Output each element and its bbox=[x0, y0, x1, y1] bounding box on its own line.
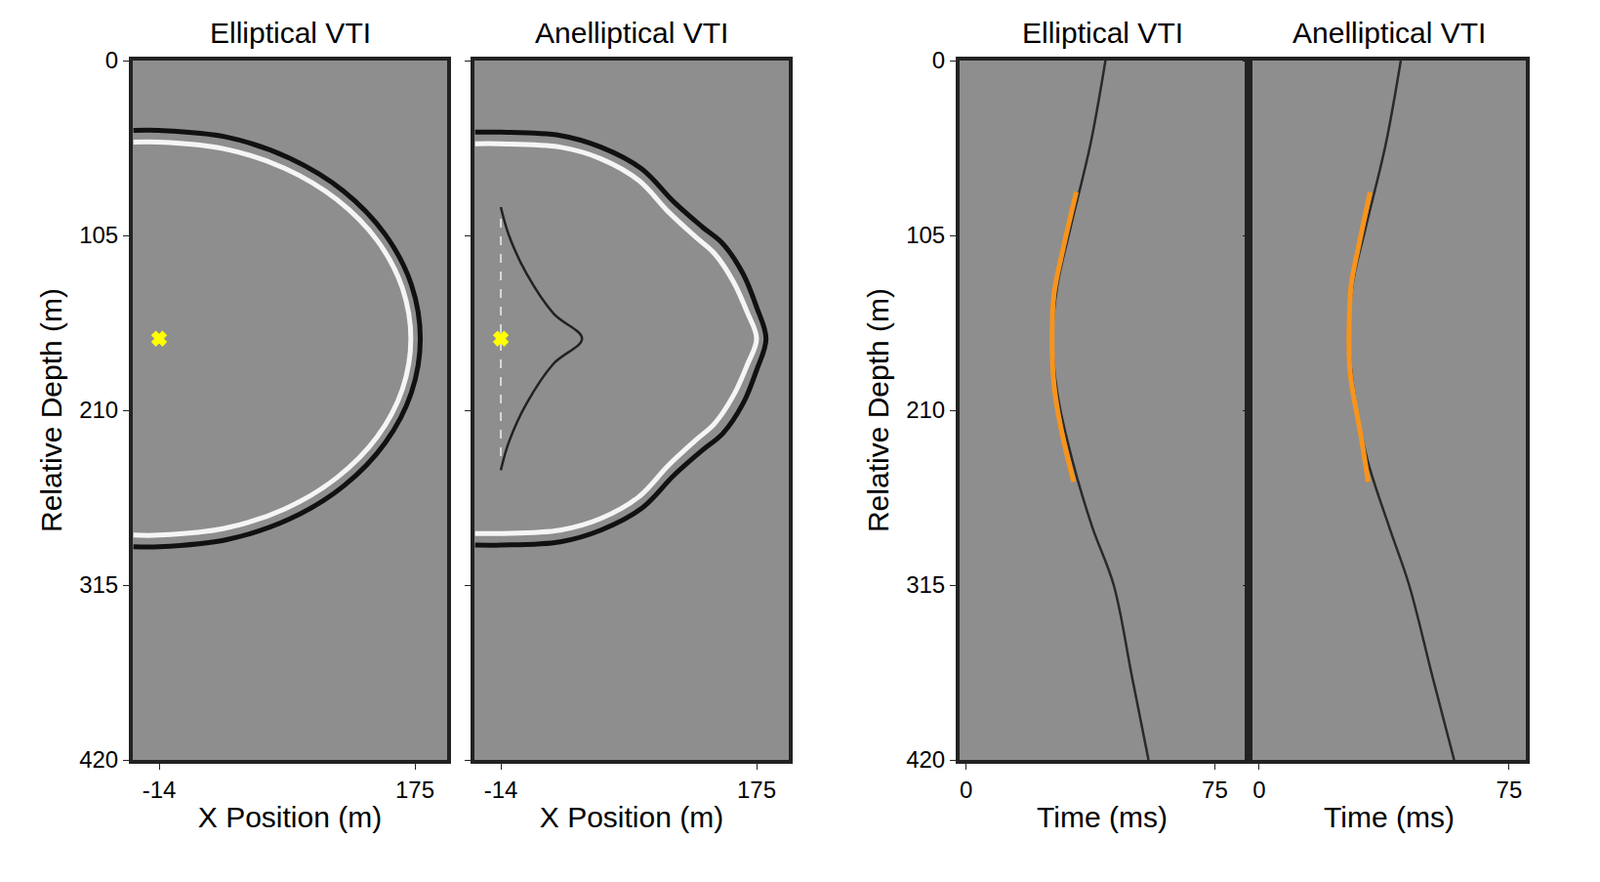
svg-text:105: 105 bbox=[79, 221, 119, 248]
svg-text:75: 75 bbox=[1201, 776, 1229, 803]
svg-text:315: 315 bbox=[79, 571, 119, 598]
svg-text:75: 75 bbox=[1496, 776, 1523, 803]
svg-text:Elliptical VTI: Elliptical VTI bbox=[1022, 16, 1184, 49]
svg-text:175: 175 bbox=[737, 776, 777, 803]
svg-text:0: 0 bbox=[105, 46, 119, 74]
svg-text:105: 105 bbox=[905, 221, 945, 248]
svg-text:Relative Depth (m): Relative Depth (m) bbox=[861, 287, 895, 533]
svg-text:0: 0 bbox=[959, 776, 973, 803]
svg-text:X Position (m): X Position (m) bbox=[198, 800, 382, 833]
svg-text:Anelliptical VTI: Anelliptical VTI bbox=[534, 16, 729, 49]
svg-text:420: 420 bbox=[79, 745, 119, 773]
svg-text:Relative Depth (m): Relative Depth (m) bbox=[35, 287, 68, 533]
svg-text:315: 315 bbox=[905, 571, 945, 598]
svg-text:420: 420 bbox=[905, 745, 945, 773]
svg-text:210: 210 bbox=[79, 396, 119, 423]
svg-text:-14: -14 bbox=[142, 776, 177, 803]
svg-text:Time (ms): Time (ms) bbox=[1036, 800, 1168, 833]
svg-text:0: 0 bbox=[932, 46, 945, 74]
svg-text:0: 0 bbox=[1252, 776, 1266, 803]
svg-text:210: 210 bbox=[905, 396, 945, 423]
svg-text:Elliptical VTI: Elliptical VTI bbox=[209, 16, 371, 49]
svg-text:175: 175 bbox=[395, 776, 435, 803]
svg-text:X Position (m): X Position (m) bbox=[539, 800, 724, 833]
svg-text:-14: -14 bbox=[484, 776, 519, 803]
svg-text:Time (ms): Time (ms) bbox=[1323, 800, 1455, 833]
svg-text:Anelliptical VTI: Anelliptical VTI bbox=[1292, 16, 1486, 49]
